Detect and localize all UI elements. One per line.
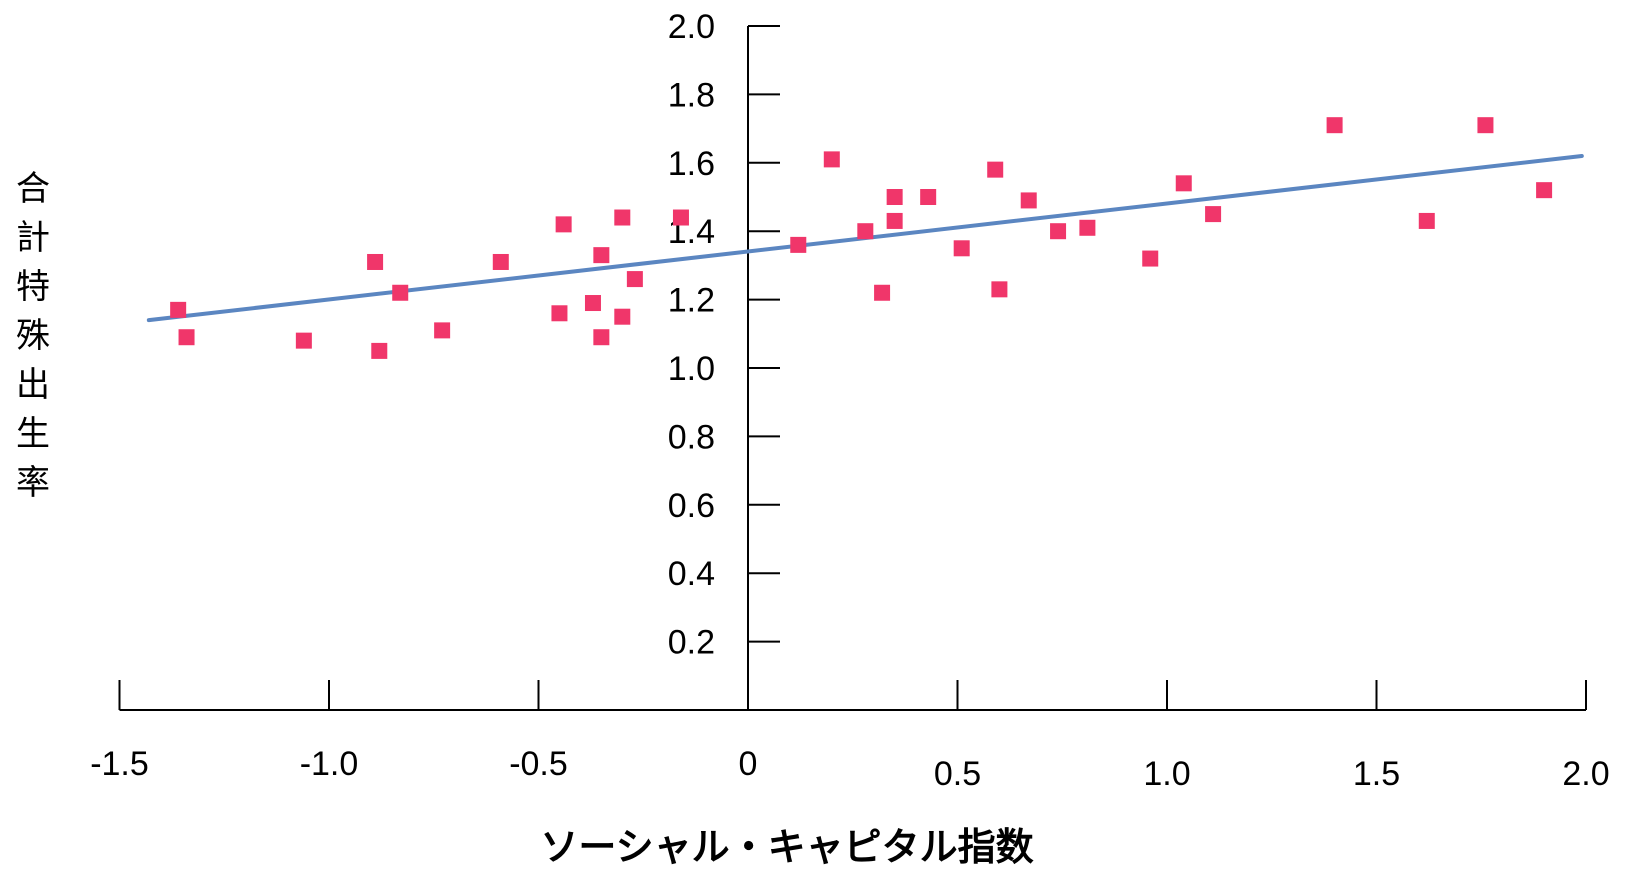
data-point (555, 216, 572, 233)
axes (119, 26, 1586, 711)
data-point (672, 209, 689, 226)
y-axis-label-char: 生 (16, 414, 50, 454)
y-axis-label-char: 合 (16, 169, 50, 209)
data-point (614, 308, 631, 325)
data-point (492, 253, 509, 270)
data-point (874, 284, 891, 301)
data-point (790, 236, 807, 253)
y-axis-label-char: 計 (16, 218, 50, 258)
data-point (551, 305, 568, 322)
x-tick-label: -1.0 (300, 745, 359, 783)
data-point (593, 247, 610, 264)
data-point (1326, 117, 1343, 134)
data-point (987, 161, 1004, 178)
x-axis-label: ソーシャル・キャピタル指数 (540, 825, 1033, 869)
data-point (1020, 192, 1037, 209)
x-tick-label: -1.5 (90, 745, 149, 783)
data-point (371, 342, 388, 359)
data-point (584, 295, 601, 312)
y-tick-label: 0.2 (668, 624, 715, 662)
y-axis-ticks: 0.20.40.60.81.01.21.41.61.82.0 (668, 8, 780, 662)
x-tick-label: 2.0 (1562, 755, 1609, 793)
x-tick-label: 0 (739, 745, 758, 783)
data-point (1079, 219, 1096, 236)
data-point (295, 332, 312, 349)
data-point (392, 284, 409, 301)
data-point (1050, 223, 1067, 240)
data-point (1142, 250, 1159, 267)
x-axis-ticks: -1.5 -1.0 -0.5 0 0.5 1.0 1.5 2.0 (90, 680, 1610, 793)
data-point (434, 322, 451, 339)
y-tick-label: 1.0 (668, 350, 715, 388)
data-point (626, 271, 643, 288)
x-tick-label: 1.5 (1353, 755, 1400, 793)
data-point (1477, 117, 1494, 134)
y-tick-label: 1.2 (668, 282, 715, 320)
data-point (886, 189, 903, 205)
y-tick-label: 1.8 (668, 76, 715, 114)
data-point (367, 253, 384, 270)
y-tick-label: 0.8 (668, 418, 715, 456)
data-point (1418, 212, 1435, 229)
x-tick-label: 0.5 (934, 755, 981, 793)
y-tick-label: 0.6 (668, 487, 715, 525)
y-tick-label: 0.4 (668, 555, 715, 593)
y-axis-label-char: 特 (16, 267, 50, 307)
data-point (991, 281, 1008, 298)
data-point (823, 151, 840, 168)
x-tick-label: -0.5 (509, 745, 568, 783)
y-axis-label-char: 出 (16, 365, 50, 405)
y-axis-label-char: 率 (16, 463, 50, 503)
x-tick-label: 1.0 (1143, 755, 1190, 793)
data-point (170, 301, 187, 318)
data-point (1175, 175, 1192, 192)
data-point (920, 189, 937, 205)
data-point (593, 329, 610, 346)
data-point (178, 329, 195, 346)
data-point (614, 209, 631, 226)
data-point (953, 240, 970, 257)
data-point (1205, 206, 1222, 223)
data-point (1536, 182, 1553, 199)
data-point (857, 223, 874, 240)
data-point (886, 212, 903, 229)
y-tick-label: 1.6 (668, 145, 715, 183)
data-points (170, 117, 1553, 359)
y-tick-label: 2.0 (668, 8, 715, 46)
y-axis-label-char: 殊 (16, 316, 50, 356)
